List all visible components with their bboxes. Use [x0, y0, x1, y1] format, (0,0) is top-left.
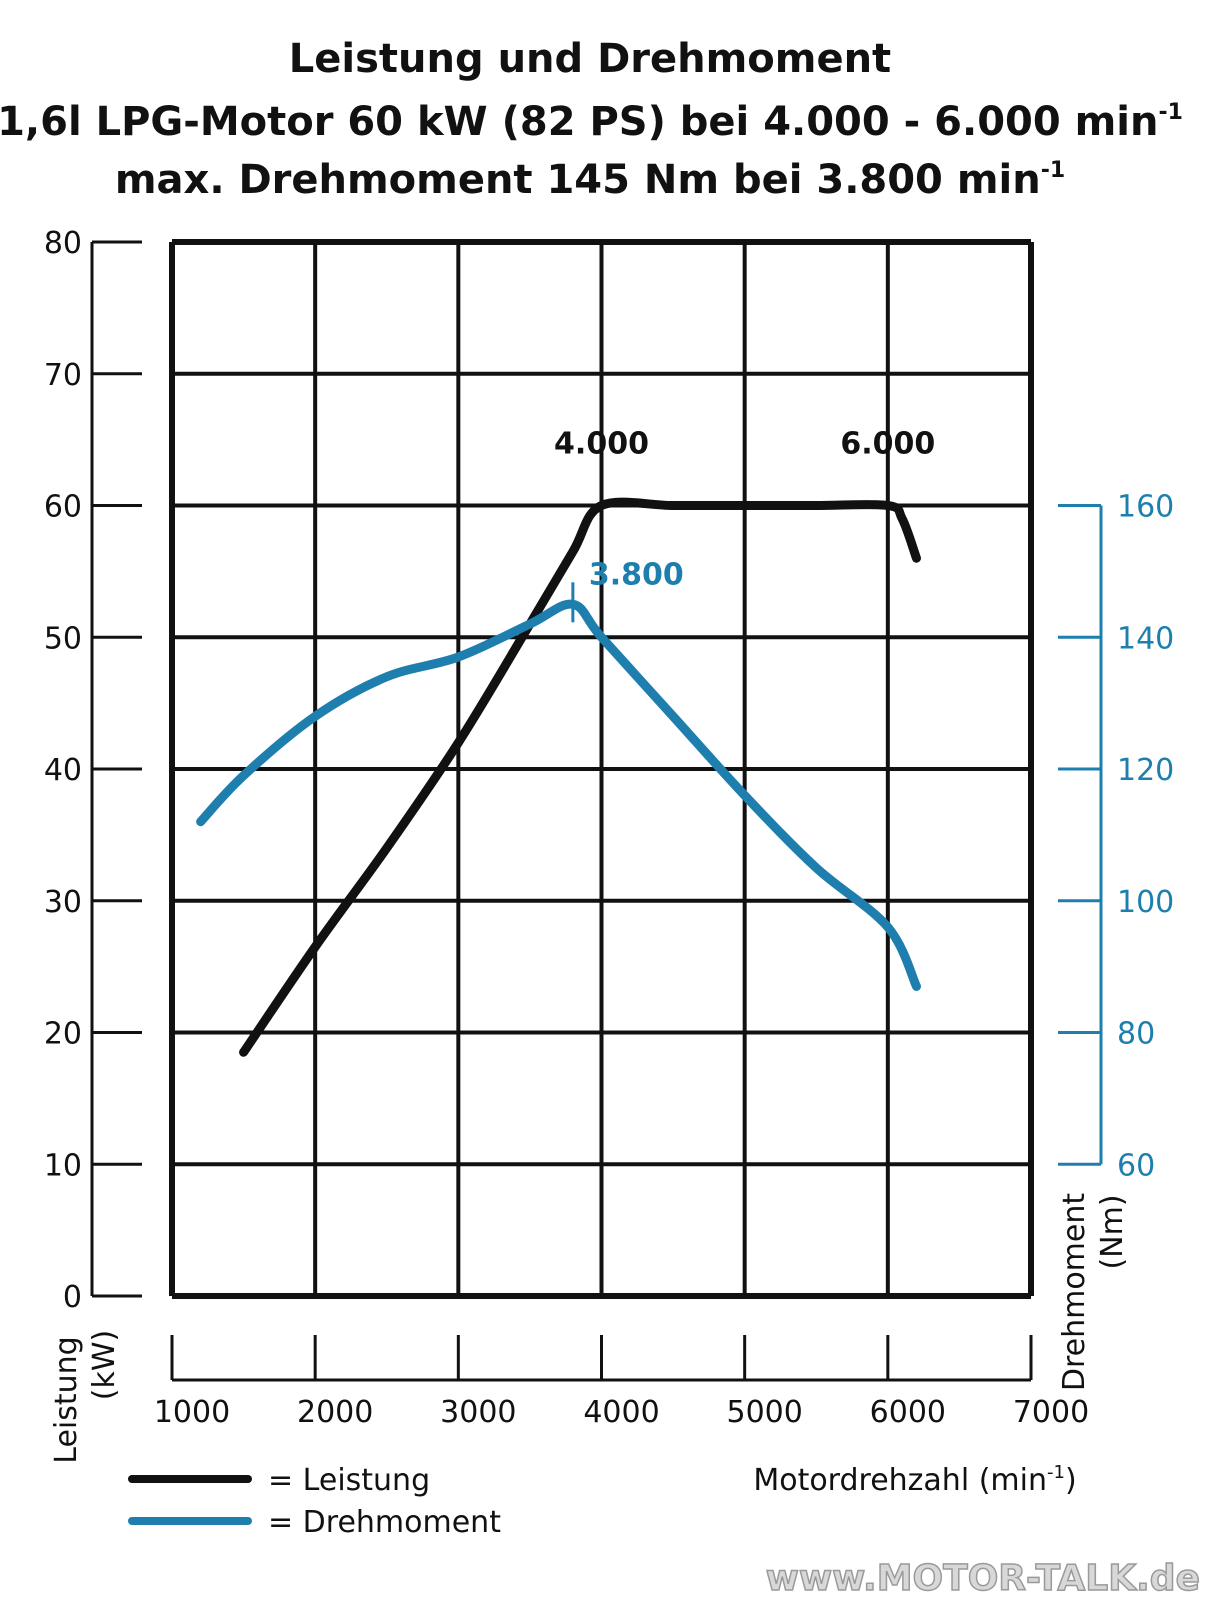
- annotations: 4.000 6.000 3.800: [554, 427, 935, 623]
- annotation-label: 3.800: [589, 557, 684, 592]
- y-axis-left-label-line2: (kW): [87, 1330, 122, 1400]
- x-axis-tick-label: 7000: [1013, 1395, 1089, 1430]
- x-axis-tick-label: 1000: [154, 1395, 230, 1430]
- x-axis-label-suffix: ): [1065, 1463, 1077, 1498]
- y-axis-left-tick-label: 40: [44, 753, 82, 788]
- y-axis-right-tick-label: 140: [1117, 621, 1174, 656]
- x-axis-label: Motordrehzahl (min-1): [753, 1462, 1076, 1498]
- legend: = Leistung = Drehmoment: [128, 1463, 501, 1540]
- series: [196, 497, 921, 1057]
- y-axis-left-tick-label: 20: [44, 1017, 82, 1052]
- y-axis-right-tick-label: 80: [1117, 1017, 1155, 1052]
- y-axis-right-tick-label: 120: [1117, 753, 1174, 788]
- annotation-label: 6.000: [840, 427, 935, 462]
- legend-label-drehmoment: = Drehmoment: [268, 1505, 501, 1540]
- y-axis-left: 0 10 20 30 40 50 60 70 80: [44, 226, 142, 1315]
- x-axis-tick-label: 6000: [870, 1395, 946, 1430]
- chart-title-line2-text: 1,6l LPG-Motor 60 kW (82 PS) bei 4.000 -…: [0, 99, 1158, 145]
- x-axis: 1000 2000 3000 4000 5000 6000 7000: [154, 1335, 1089, 1430]
- chart-title-line2: 1,6l LPG-Motor 60 kW (82 PS) bei 4.000 -…: [0, 99, 1183, 145]
- chart-title-line3-sup: -1: [1041, 158, 1065, 183]
- y-axis-right-tick-label: 60: [1117, 1148, 1155, 1183]
- y-axis-left-tick-label: 0: [63, 1280, 82, 1315]
- y-axis-left-tick-label: 50: [44, 621, 82, 656]
- x-axis-label-sup: -1: [1047, 1462, 1065, 1483]
- x-axis-tick-label: 5000: [726, 1395, 802, 1430]
- y-axis-right-label-line1: Drehmoment: [1057, 1193, 1092, 1392]
- series-line-leistung: [239, 497, 921, 1057]
- x-axis-tick-label: 4000: [583, 1395, 659, 1430]
- series-line-drehmoment: [196, 599, 921, 991]
- x-axis-tick-label: 3000: [440, 1395, 516, 1430]
- chart-title-line3: max. Drehmoment 145 Nm bei 3.800 min-1: [115, 157, 1065, 203]
- chart-title-line1: Leistung und Drehmoment: [289, 36, 891, 82]
- chart-title-line2-sup: -1: [1158, 100, 1182, 125]
- annotation-label: 4.000: [554, 427, 649, 462]
- y-axis-left-tick-label: 70: [44, 358, 82, 393]
- y-axis-right: 60 80 100 120 140 160: [1058, 490, 1174, 1183]
- y-axis-right-label-line2: (Nm): [1095, 1194, 1130, 1269]
- y-axis-left-tick-label: 30: [44, 885, 82, 920]
- chart-title-line3-text: max. Drehmoment 145 Nm bei 3.800 min: [115, 157, 1041, 203]
- grid: [169, 239, 1034, 1299]
- x-axis-label-text: Motordrehzahl (min: [753, 1463, 1047, 1498]
- y-axis-left-tick-label: 10: [44, 1148, 82, 1183]
- y-axis-left-label-line1: Leistung: [49, 1336, 84, 1463]
- y-axis-left-tick-label: 60: [44, 490, 82, 525]
- watermark: www.MOTOR-TALK.de: [766, 1558, 1200, 1599]
- y-axis-right-tick-label: 100: [1117, 885, 1174, 920]
- y-axis-right-tick-label: 160: [1117, 490, 1174, 525]
- x-axis-tick-label: 2000: [297, 1395, 373, 1430]
- y-axis-left-tick-label: 80: [44, 226, 82, 261]
- legend-label-leistung: = Leistung: [268, 1463, 430, 1498]
